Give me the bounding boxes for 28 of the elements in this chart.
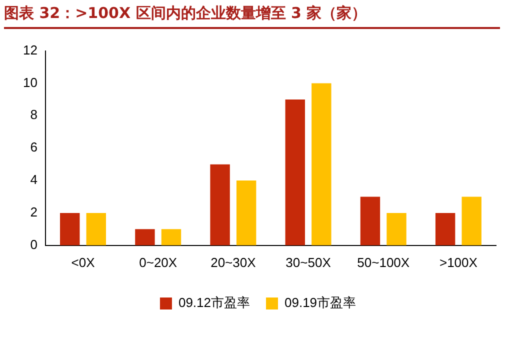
y-tick-label: 10 xyxy=(22,74,38,90)
x-tick-label: 30~50X xyxy=(286,254,332,270)
bar xyxy=(435,212,456,246)
bar xyxy=(462,196,482,246)
x-tick-label: 20~30X xyxy=(210,254,256,270)
y-tick-label: 8 xyxy=(30,107,38,122)
x-tick-label: 0~20X xyxy=(139,254,178,270)
bar xyxy=(86,212,106,246)
y-tick-label: 6 xyxy=(30,140,38,155)
bar xyxy=(386,212,406,246)
legend-label: 09.19市盈率 xyxy=(284,295,356,310)
bar xyxy=(312,83,332,246)
y-tick-label: 12 xyxy=(22,42,38,58)
y-tick-label: 4 xyxy=(30,172,38,188)
bar xyxy=(135,229,155,246)
bar xyxy=(360,196,380,246)
y-tick-label: 2 xyxy=(30,204,38,220)
bar xyxy=(210,164,230,246)
bar xyxy=(236,180,256,246)
x-tick-label: <0X xyxy=(71,254,96,270)
bar xyxy=(60,212,80,246)
y-tick-label: 0 xyxy=(30,236,38,252)
bar xyxy=(285,99,305,246)
chart-title: 图表 32：>100X 区间内的企业数量增至 3 家（家） xyxy=(4,4,500,29)
legend-label: 09.12市盈率 xyxy=(178,295,250,310)
x-tick-label: 50~100X xyxy=(357,254,410,270)
x-tick-label: >100X xyxy=(439,254,478,270)
bar xyxy=(161,229,182,246)
